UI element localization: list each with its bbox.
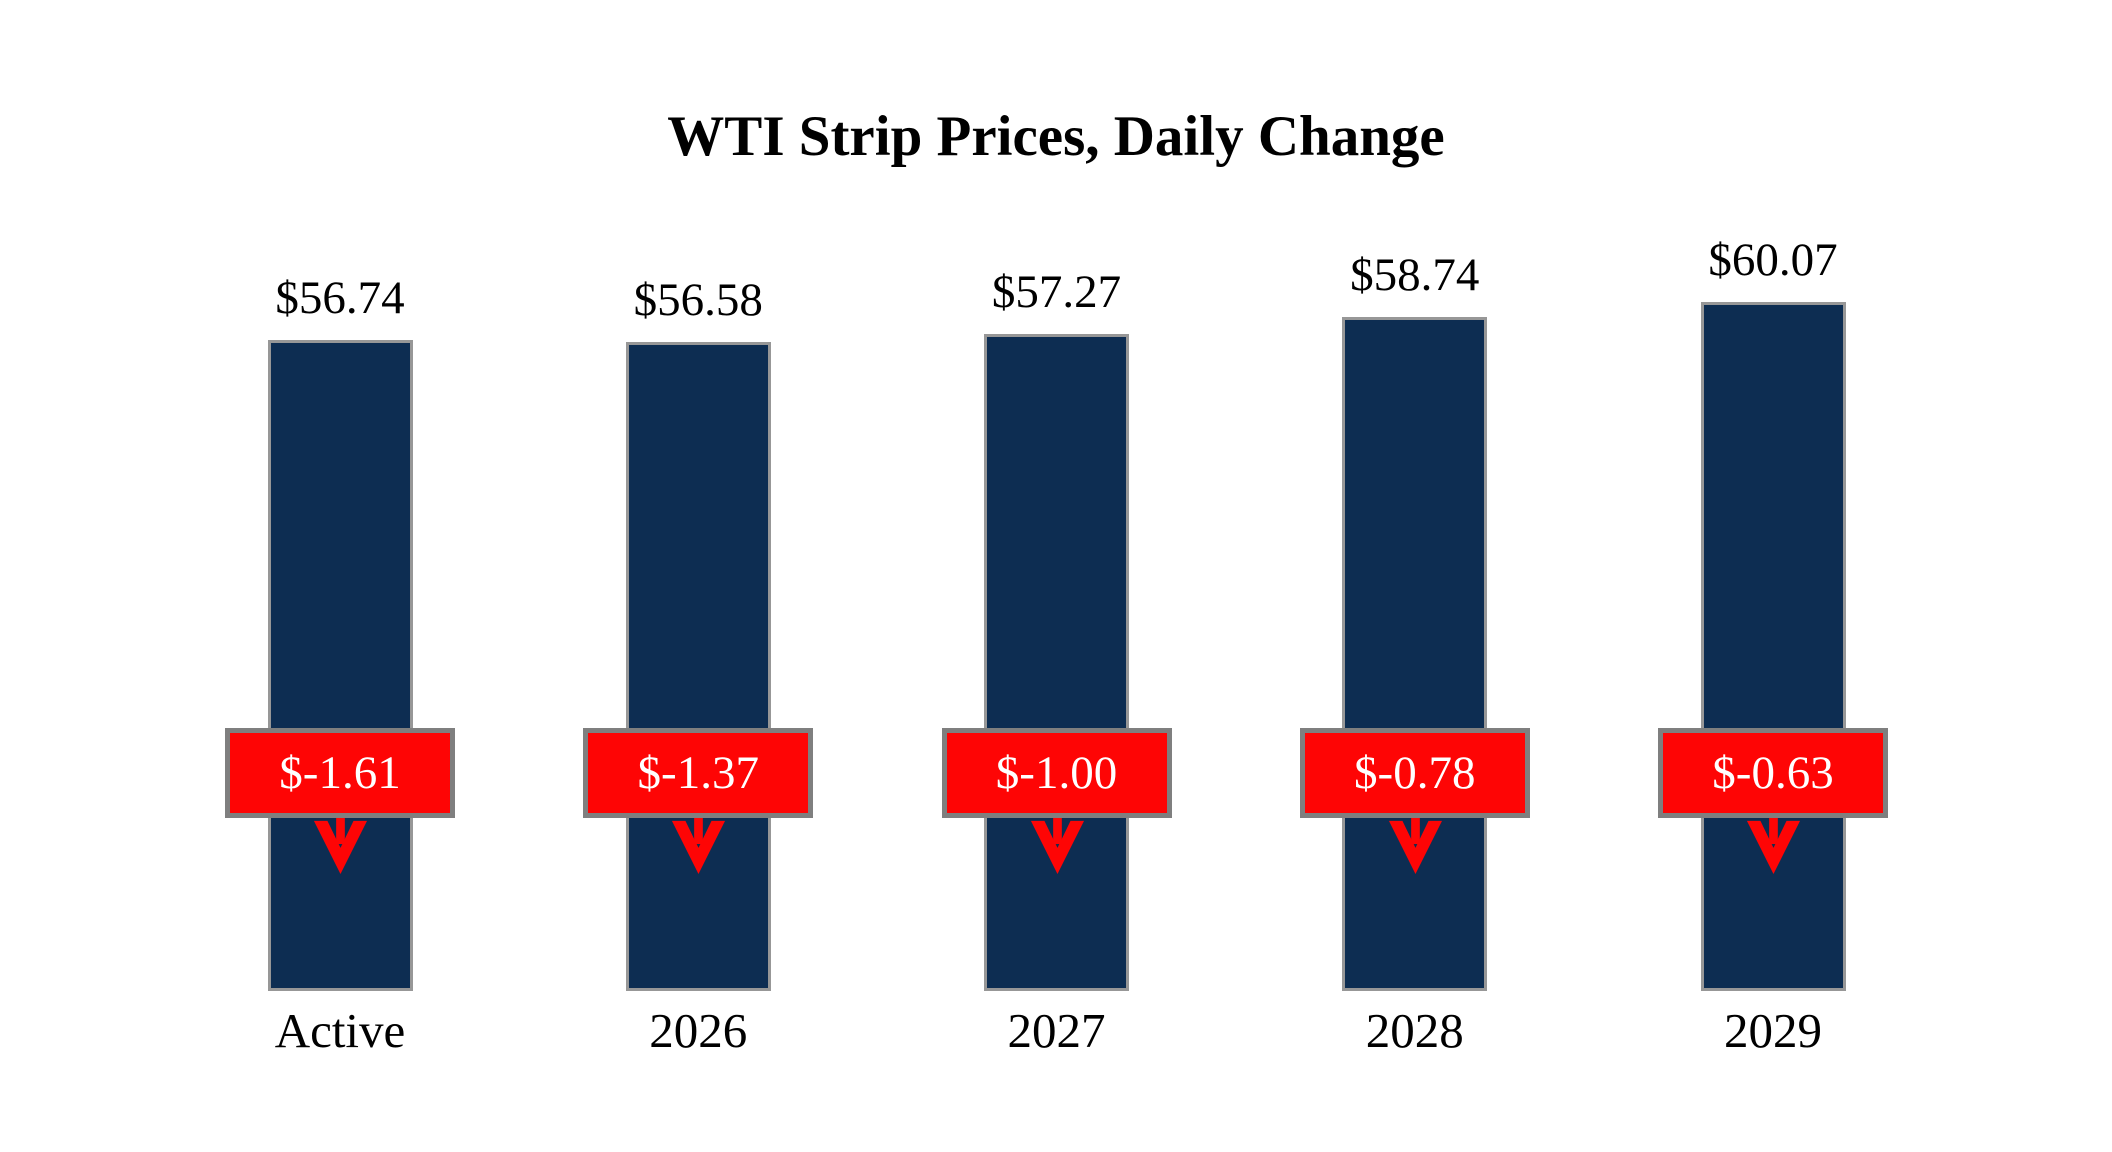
price-value-label: $58.74	[1350, 249, 1480, 301]
daily-change-badge: $-1.37	[583, 728, 814, 818]
price-bar	[267, 340, 413, 991]
chart-title: WTI Strip Prices, Daily Change	[667, 105, 1445, 168]
down-arrow-icon	[311, 818, 369, 874]
daily-change-badge: $-0.63	[1658, 728, 1888, 818]
price-value-label: $56.58	[633, 274, 763, 326]
price-value-label: $60.07	[1708, 234, 1838, 286]
price-value-label: $57.27	[991, 266, 1122, 318]
down-arrow-icon	[1028, 818, 1086, 874]
category-label: 2026	[649, 1003, 748, 1058]
down-arrow-icon	[669, 818, 727, 874]
price-bar	[1700, 302, 1846, 991]
daily-change-badge: $-1.00	[941, 728, 1172, 818]
price-value-label: $56.74	[275, 272, 405, 324]
price-bar	[625, 342, 771, 991]
category-label: Active	[274, 1003, 406, 1058]
down-arrow-icon	[1386, 818, 1444, 874]
category-label: 2029	[1724, 1003, 1822, 1058]
down-arrow-icon	[1744, 818, 1802, 874]
daily-change-badge: $-1.61	[225, 728, 455, 818]
category-label: 2028	[1365, 1003, 1464, 1058]
category-label: 2027	[1007, 1003, 1106, 1058]
price-bar	[1342, 317, 1488, 991]
daily-change-badge: $-0.78	[1299, 728, 1530, 818]
price-bar	[984, 334, 1129, 991]
